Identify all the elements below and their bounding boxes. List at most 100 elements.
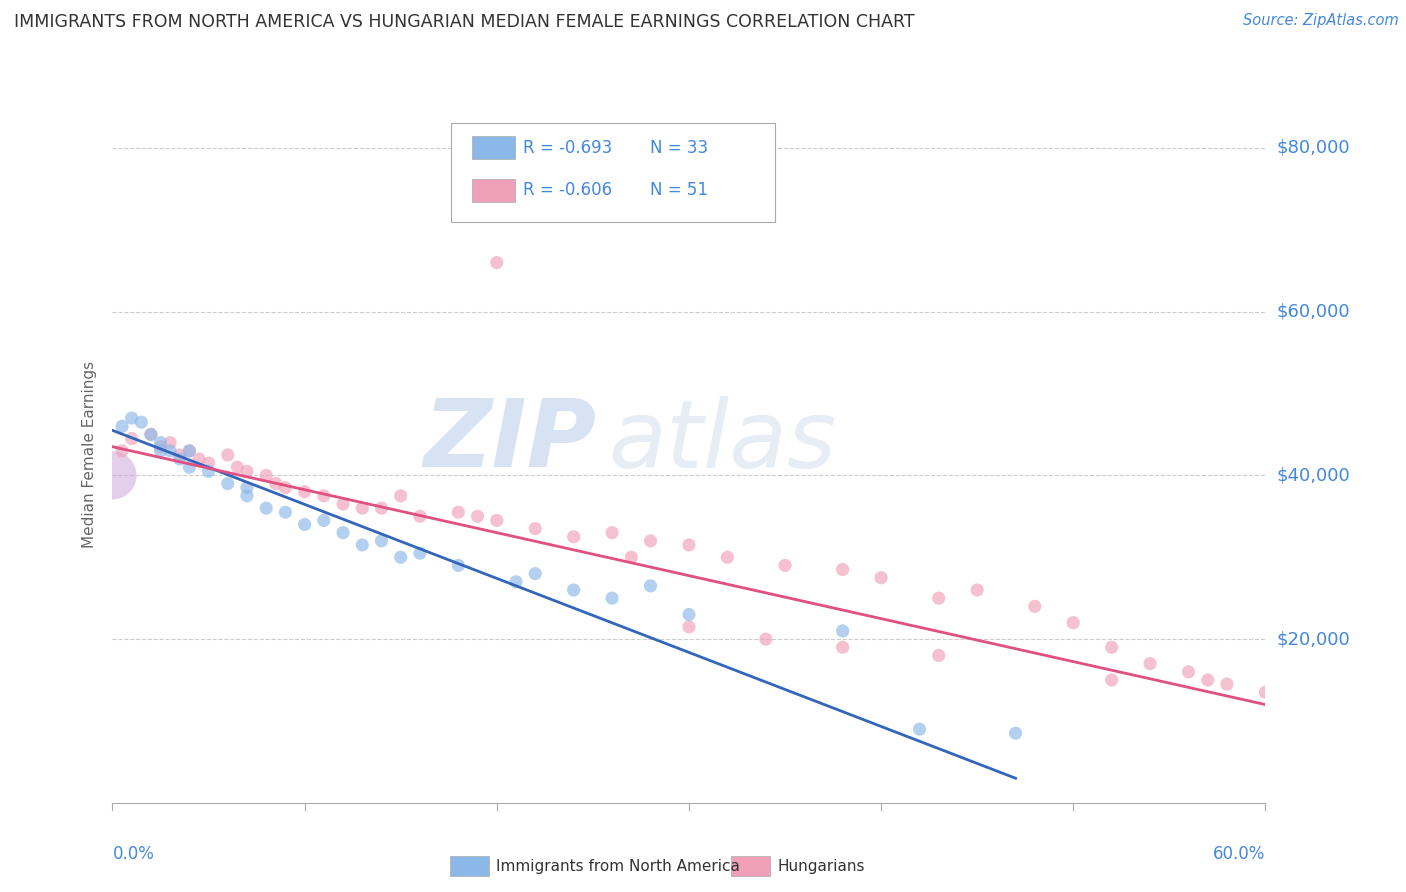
Point bbox=[264, 476, 287, 491]
Point bbox=[600, 591, 623, 606]
Point bbox=[149, 435, 172, 450]
Text: $80,000: $80,000 bbox=[1277, 139, 1350, 157]
Point bbox=[294, 484, 316, 499]
Point bbox=[640, 579, 662, 593]
Point bbox=[187, 452, 211, 467]
Point bbox=[1197, 673, 1219, 687]
Text: R = -0.606: R = -0.606 bbox=[523, 181, 612, 199]
Point bbox=[332, 497, 354, 511]
Point bbox=[389, 550, 412, 565]
Point bbox=[139, 427, 162, 442]
Point bbox=[159, 435, 181, 450]
Text: $60,000: $60,000 bbox=[1277, 302, 1350, 321]
Point bbox=[1024, 599, 1046, 614]
Point bbox=[332, 525, 354, 540]
Text: atlas: atlas bbox=[609, 395, 837, 486]
Point bbox=[928, 591, 950, 606]
Point bbox=[139, 427, 162, 442]
Point bbox=[312, 513, 335, 527]
Point bbox=[870, 571, 893, 585]
Point bbox=[467, 509, 489, 524]
Point bbox=[928, 648, 950, 663]
Point bbox=[716, 550, 738, 565]
Point bbox=[678, 607, 700, 622]
Point bbox=[370, 533, 392, 548]
Point bbox=[217, 448, 239, 462]
Text: Source: ZipAtlas.com: Source: ZipAtlas.com bbox=[1243, 13, 1399, 29]
Point bbox=[169, 452, 191, 467]
Point bbox=[129, 415, 153, 429]
Point bbox=[254, 501, 277, 516]
Point bbox=[179, 443, 201, 458]
Point bbox=[217, 476, 239, 491]
Point bbox=[1177, 665, 1199, 679]
Text: ZIP: ZIP bbox=[423, 395, 596, 487]
Point bbox=[524, 522, 547, 536]
Point bbox=[169, 448, 191, 462]
Point bbox=[179, 443, 201, 458]
Point bbox=[197, 456, 219, 470]
Text: Hungarians: Hungarians bbox=[778, 859, 865, 873]
Point bbox=[294, 517, 316, 532]
Point bbox=[485, 255, 508, 269]
Text: $40,000: $40,000 bbox=[1277, 467, 1350, 484]
Text: N = 51: N = 51 bbox=[650, 181, 707, 199]
Point bbox=[274, 481, 297, 495]
Text: 60.0%: 60.0% bbox=[1213, 845, 1265, 863]
Y-axis label: Median Female Earnings: Median Female Earnings bbox=[82, 361, 97, 549]
Point bbox=[678, 620, 700, 634]
Point bbox=[831, 624, 853, 638]
Point bbox=[409, 509, 432, 524]
Point bbox=[600, 525, 623, 540]
Point bbox=[409, 546, 432, 560]
Point bbox=[197, 464, 219, 478]
Point bbox=[236, 481, 259, 495]
Point bbox=[505, 574, 527, 589]
Point bbox=[179, 460, 201, 475]
Point bbox=[254, 468, 277, 483]
Point bbox=[908, 722, 931, 736]
Point bbox=[111, 419, 134, 434]
Point bbox=[1101, 673, 1123, 687]
Point bbox=[236, 464, 259, 478]
Point bbox=[524, 566, 547, 581]
Text: N = 33: N = 33 bbox=[650, 138, 707, 156]
Point bbox=[831, 562, 853, 576]
Text: R = -0.693: R = -0.693 bbox=[523, 138, 612, 156]
Point bbox=[101, 468, 124, 483]
Point bbox=[274, 505, 297, 519]
Point bbox=[1254, 685, 1277, 699]
Point bbox=[620, 550, 643, 565]
Point bbox=[236, 489, 259, 503]
Text: 0.0%: 0.0% bbox=[112, 845, 155, 863]
Point bbox=[678, 538, 700, 552]
Point bbox=[640, 533, 662, 548]
Text: Immigrants from North America: Immigrants from North America bbox=[496, 859, 740, 873]
Point bbox=[447, 505, 470, 519]
Point bbox=[352, 538, 374, 552]
Point bbox=[121, 432, 143, 446]
Point bbox=[1216, 677, 1239, 691]
Text: IMMIGRANTS FROM NORTH AMERICA VS HUNGARIAN MEDIAN FEMALE EARNINGS CORRELATION CH: IMMIGRANTS FROM NORTH AMERICA VS HUNGARI… bbox=[14, 13, 915, 31]
Point bbox=[773, 558, 796, 573]
Point bbox=[226, 460, 249, 475]
Point bbox=[111, 443, 134, 458]
Point bbox=[312, 489, 335, 503]
Point bbox=[562, 582, 585, 597]
Point bbox=[1004, 726, 1026, 740]
Point bbox=[149, 443, 172, 458]
Point bbox=[1101, 640, 1123, 655]
Point bbox=[1139, 657, 1161, 671]
Point bbox=[370, 501, 392, 516]
Point bbox=[121, 411, 143, 425]
Point bbox=[389, 489, 412, 503]
Point bbox=[149, 440, 172, 454]
Point bbox=[755, 632, 778, 646]
Text: $20,000: $20,000 bbox=[1277, 630, 1350, 648]
Point bbox=[966, 582, 988, 597]
Point bbox=[447, 558, 470, 573]
Point bbox=[352, 501, 374, 516]
Point bbox=[1062, 615, 1084, 630]
Point bbox=[831, 640, 853, 655]
Point bbox=[485, 513, 508, 527]
